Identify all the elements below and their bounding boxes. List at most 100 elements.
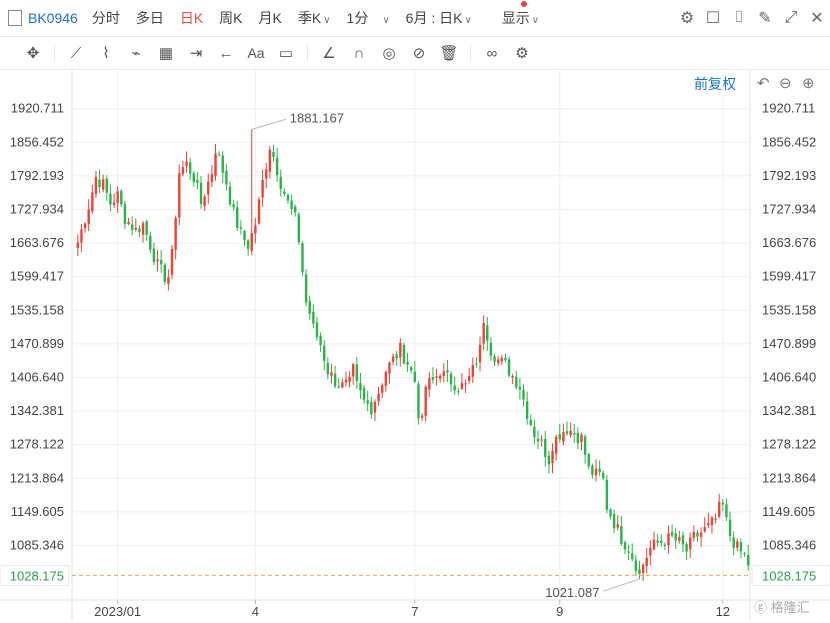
measure-tool-icon[interactable]: ⇥: [189, 45, 203, 62]
y-tick-label: 1278.122: [10, 437, 64, 452]
period-tab-daily[interactable]: 日K: [179, 10, 204, 26]
y-tick-label: 1278.122: [762, 437, 816, 452]
candle: [232, 200, 235, 211]
candle: [254, 218, 257, 244]
candle-body: [380, 385, 384, 393]
fullscreen-icon[interactable]: ⤢: [784, 9, 798, 26]
candle: [91, 184, 94, 214]
range-selector[interactable]: 6月 : 日K ∨: [398, 8, 480, 28]
candle-body: [681, 535, 685, 545]
candle-body: [399, 342, 402, 358]
symbol-label[interactable]: BK0946: [28, 10, 78, 26]
zoom-out-icon[interactable]: ⊖: [779, 75, 792, 92]
candle-body: [236, 207, 239, 228]
candle-body: [580, 434, 583, 443]
candle: [602, 470, 605, 481]
candle-body: [674, 533, 677, 541]
candle: [424, 384, 427, 422]
candle-body: [359, 383, 362, 391]
candle: [279, 169, 282, 197]
candle: [616, 515, 619, 531]
candle: [272, 145, 275, 162]
period-tab-quarterly[interactable]: 季K ∨: [290, 8, 339, 28]
candle-body: [699, 532, 703, 537]
magnet-icon[interactable]: ∩: [353, 44, 365, 62]
candle-body: [130, 224, 134, 231]
candle-body: [663, 544, 667, 546]
candle-body: [330, 372, 333, 376]
candle-body: [279, 177, 282, 189]
candle-body: [370, 401, 373, 415]
candle: [515, 370, 518, 390]
grid-lines: [0, 70, 830, 620]
sidebar-toggle-icon[interactable]: [8, 10, 22, 26]
candle-body: [489, 342, 493, 356]
period-tab-multiday[interactable]: 多日: [135, 10, 164, 26]
fib-tool-icon[interactable]: ▦: [158, 45, 174, 62]
toolbar-divider: [54, 45, 55, 61]
candle-body: [696, 532, 699, 537]
candle: [554, 434, 558, 461]
arrow-tool-icon[interactable]: ←: [218, 44, 234, 62]
comment-tool-icon[interactable]: ▭: [278, 45, 294, 62]
candle: [283, 188, 286, 197]
eye-icon[interactable]: ◎: [382, 45, 396, 62]
candle: [214, 143, 217, 181]
candle: [286, 193, 290, 204]
zoom-in-icon[interactable]: ⊕: [802, 75, 815, 92]
candle: [399, 338, 402, 367]
layout-box-icon[interactable]: ☐: [705, 10, 721, 27]
candle-body: [710, 517, 714, 526]
candle: [243, 230, 246, 246]
candle-body: [326, 362, 330, 375]
compare-icon[interactable]: ∞: [486, 44, 498, 62]
candle-body: [652, 539, 656, 550]
trash-icon[interactable]: 🗑: [439, 45, 459, 62]
hide-icon[interactable]: ⊘: [412, 45, 426, 62]
chevron-down-icon: ∨: [323, 15, 331, 26]
candle-body: [402, 345, 406, 364]
candle: [265, 162, 268, 189]
adjust-mode-button[interactable]: 前复权: [694, 76, 736, 92]
candle: [138, 225, 141, 237]
undo-icon[interactable]: ↶: [757, 75, 770, 92]
eraser-slash-icon[interactable]: ∠: [322, 45, 336, 62]
candle: [739, 538, 743, 559]
candle-body: [156, 259, 159, 262]
candle: [402, 342, 406, 365]
period-tab-intraday[interactable]: 分时: [91, 10, 120, 26]
candle-body: [562, 432, 565, 442]
close-icon[interactable]: ✕: [810, 10, 824, 27]
period-tab-weekly[interactable]: 周K: [219, 10, 243, 26]
line-tool-icon[interactable]: ⟋: [70, 44, 82, 62]
pencil-icon[interactable]: ✎: [758, 10, 772, 27]
candle: [380, 383, 384, 399]
y-tick-label: 1406.640: [762, 369, 816, 384]
text-tool-icon[interactable]: Aa: [247, 45, 265, 61]
wave-tool-icon[interactable]: ⌁: [131, 45, 141, 62]
low-annotation: 1021.087: [545, 585, 599, 600]
candle: [116, 186, 119, 213]
last-price-label: 1028.175: [762, 568, 816, 583]
candle-body: [225, 171, 228, 185]
candle: [257, 196, 261, 225]
polyline-tool-icon[interactable]: ⌇: [102, 45, 110, 62]
candle-body: [504, 357, 507, 361]
candle-body: [670, 532, 674, 536]
display-menu[interactable]: 显示 ∨: [494, 8, 547, 28]
period-tab-minute[interactable]: 1分 ∨: [339, 8, 398, 28]
candle: [87, 199, 90, 232]
settings-gear-icon[interactable]: ⚙: [679, 10, 695, 27]
period-tab-monthly[interactable]: 月K: [258, 10, 282, 26]
candle-body: [221, 155, 224, 173]
move-cross-icon[interactable]: ✥: [26, 45, 40, 62]
chart-settings-icon[interactable]: ⚙: [515, 45, 529, 62]
candle: [591, 463, 594, 479]
toolbar-right-icons: ⚙ ☐ ⌷ ✎ ⤢ ✕: [674, 8, 830, 28]
camera-icon[interactable]: ⌷: [734, 9, 744, 26]
candle: [105, 175, 109, 201]
candle-body: [207, 181, 210, 195]
range-label: 6月 : 日K: [405, 10, 463, 26]
candle-body: [203, 196, 206, 207]
y-tick-label: 1342.381: [10, 403, 64, 418]
